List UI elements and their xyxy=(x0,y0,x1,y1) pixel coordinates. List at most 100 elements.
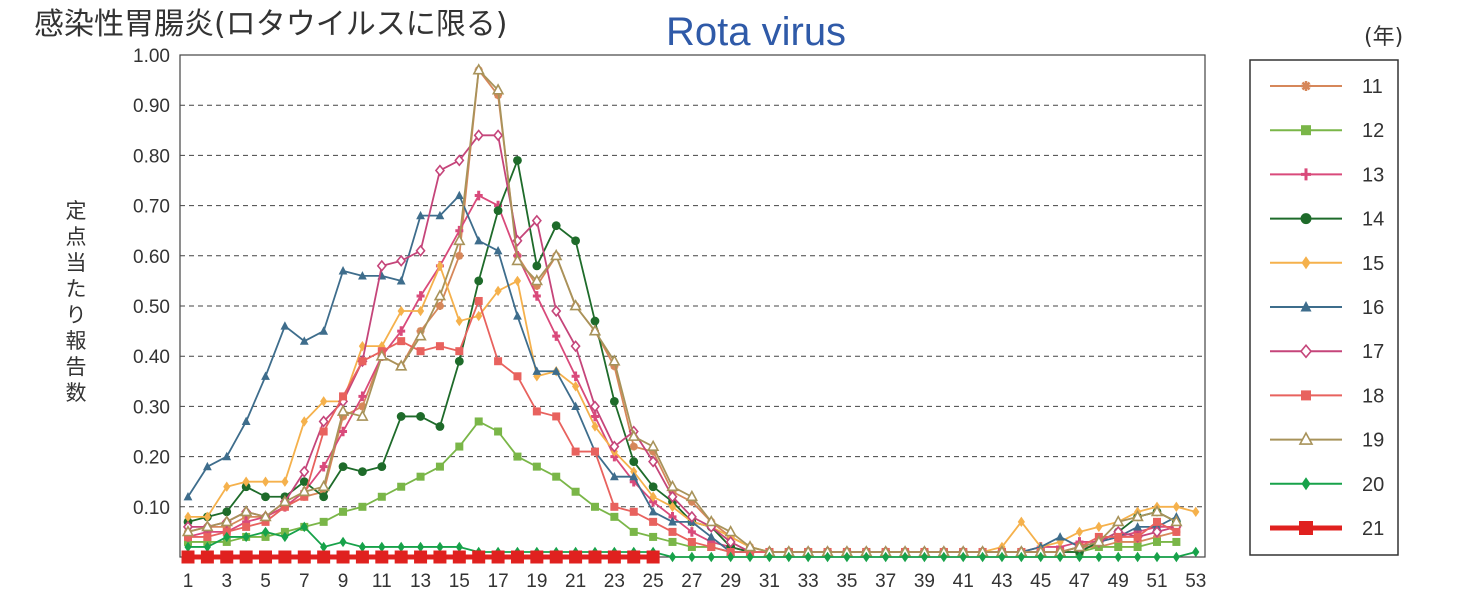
series-11-point xyxy=(339,412,348,421)
series-18-point xyxy=(610,502,619,511)
series-17-point xyxy=(318,415,329,428)
series-20-point xyxy=(804,551,812,563)
series-11-point xyxy=(649,447,658,456)
series-18-point xyxy=(1133,532,1142,541)
legend-item-14: 14 xyxy=(1270,209,1384,231)
series-20-point xyxy=(959,551,967,563)
series-11-point xyxy=(532,281,541,290)
series-16-point xyxy=(261,371,270,380)
series-18-point xyxy=(261,517,270,526)
series-17-point xyxy=(396,254,407,267)
series-12-point xyxy=(339,507,348,516)
series-15-point xyxy=(1172,501,1180,512)
series-17-point xyxy=(589,400,601,413)
series-20-point xyxy=(261,526,270,538)
series-14-point xyxy=(358,467,367,477)
series-20-point xyxy=(940,551,948,563)
series-15-point xyxy=(184,511,192,523)
legend-marker xyxy=(1301,256,1311,270)
x-tick-label: 13 xyxy=(410,571,431,592)
x-tick-label: 3 xyxy=(221,571,232,592)
y-axis-label: 定点当たり報告数 xyxy=(66,199,87,405)
series-12-point xyxy=(552,472,561,481)
series-19-point xyxy=(395,359,408,371)
legend-marker xyxy=(1299,343,1313,359)
series-17-point xyxy=(376,259,387,272)
series-12-point xyxy=(455,442,464,451)
series-18-point xyxy=(1153,517,1161,526)
grid-lines xyxy=(180,54,1205,508)
series-20-point xyxy=(397,541,405,553)
series-12-point xyxy=(1114,542,1123,551)
series-20-point xyxy=(455,541,463,553)
series-14-point xyxy=(454,356,464,366)
legend-label: 15 xyxy=(1362,253,1384,275)
legend-label: 11 xyxy=(1362,76,1383,98)
series-12-point xyxy=(610,512,619,521)
series-14-point xyxy=(571,236,580,246)
year-unit-label: (年) xyxy=(1364,25,1403,50)
series-17-point xyxy=(609,440,620,453)
series-19-point xyxy=(1073,540,1086,552)
series-12-point xyxy=(1172,537,1181,546)
series-19-point xyxy=(317,479,330,492)
series-12-point xyxy=(649,532,658,541)
x-tick-label: 33 xyxy=(798,571,819,592)
legend-marker xyxy=(1300,301,1312,312)
series-14-point xyxy=(435,422,445,431)
series-12-point xyxy=(416,472,425,481)
series-14-point xyxy=(532,261,542,271)
x-tick-label: 31 xyxy=(759,571,780,592)
series-20-point xyxy=(320,541,328,553)
series-21-point xyxy=(646,550,660,564)
series-20-point xyxy=(358,541,367,553)
series-15-point xyxy=(630,466,638,477)
series-16-point xyxy=(299,336,309,345)
series-16-point xyxy=(1055,532,1065,541)
series-15-point xyxy=(436,260,444,272)
series-15-point xyxy=(320,396,328,407)
series-20-point xyxy=(378,541,386,553)
y-tick-label: 0.50 xyxy=(133,297,170,318)
series-14-point xyxy=(493,206,503,216)
series-20-point xyxy=(281,531,289,543)
series-18-point xyxy=(474,296,483,305)
series-11-point xyxy=(629,442,638,451)
series-18-point xyxy=(1172,527,1181,536)
y-tick-label: 0.80 xyxy=(133,146,170,167)
series-12-point xyxy=(687,542,696,551)
y-tick-label: 0.40 xyxy=(133,347,170,368)
legend-label: 12 xyxy=(1362,120,1384,142)
series-20-point xyxy=(823,551,832,563)
series-19-point xyxy=(298,484,311,497)
series-17-point xyxy=(473,129,484,142)
series-21-point xyxy=(375,550,389,564)
series-13-point xyxy=(397,326,406,336)
series-13-line xyxy=(187,194,1177,553)
x-tick-label: 51 xyxy=(1146,571,1167,592)
series-19-point xyxy=(1131,509,1144,522)
series-18-point xyxy=(571,447,580,456)
series-20-point xyxy=(339,536,347,548)
series-19-line xyxy=(187,69,1177,553)
series-21 xyxy=(181,550,660,564)
series-20-point xyxy=(688,551,696,563)
series-13-point xyxy=(416,291,425,301)
series-16-point xyxy=(183,491,193,501)
series-20-point xyxy=(707,551,715,563)
series-20-point xyxy=(1037,551,1045,563)
legend-item-15: 15 xyxy=(1270,253,1384,275)
series-20-point xyxy=(978,551,987,563)
series-17-point xyxy=(531,214,542,227)
series-11-point xyxy=(319,487,328,496)
series-21-point xyxy=(220,550,234,564)
series-16-point xyxy=(629,471,639,481)
x-tick-label: 41 xyxy=(953,571,974,592)
series-11-point xyxy=(455,251,464,260)
series-20-point xyxy=(1095,551,1103,563)
series-14-point xyxy=(629,457,639,467)
y-axis-ticks: 0.10 0.20 0.30 0.40 0.50 0.60 0.70 0.80 0.90 1.00 xyxy=(133,46,170,519)
series-14-point xyxy=(261,492,270,502)
series-16-point xyxy=(474,235,484,245)
